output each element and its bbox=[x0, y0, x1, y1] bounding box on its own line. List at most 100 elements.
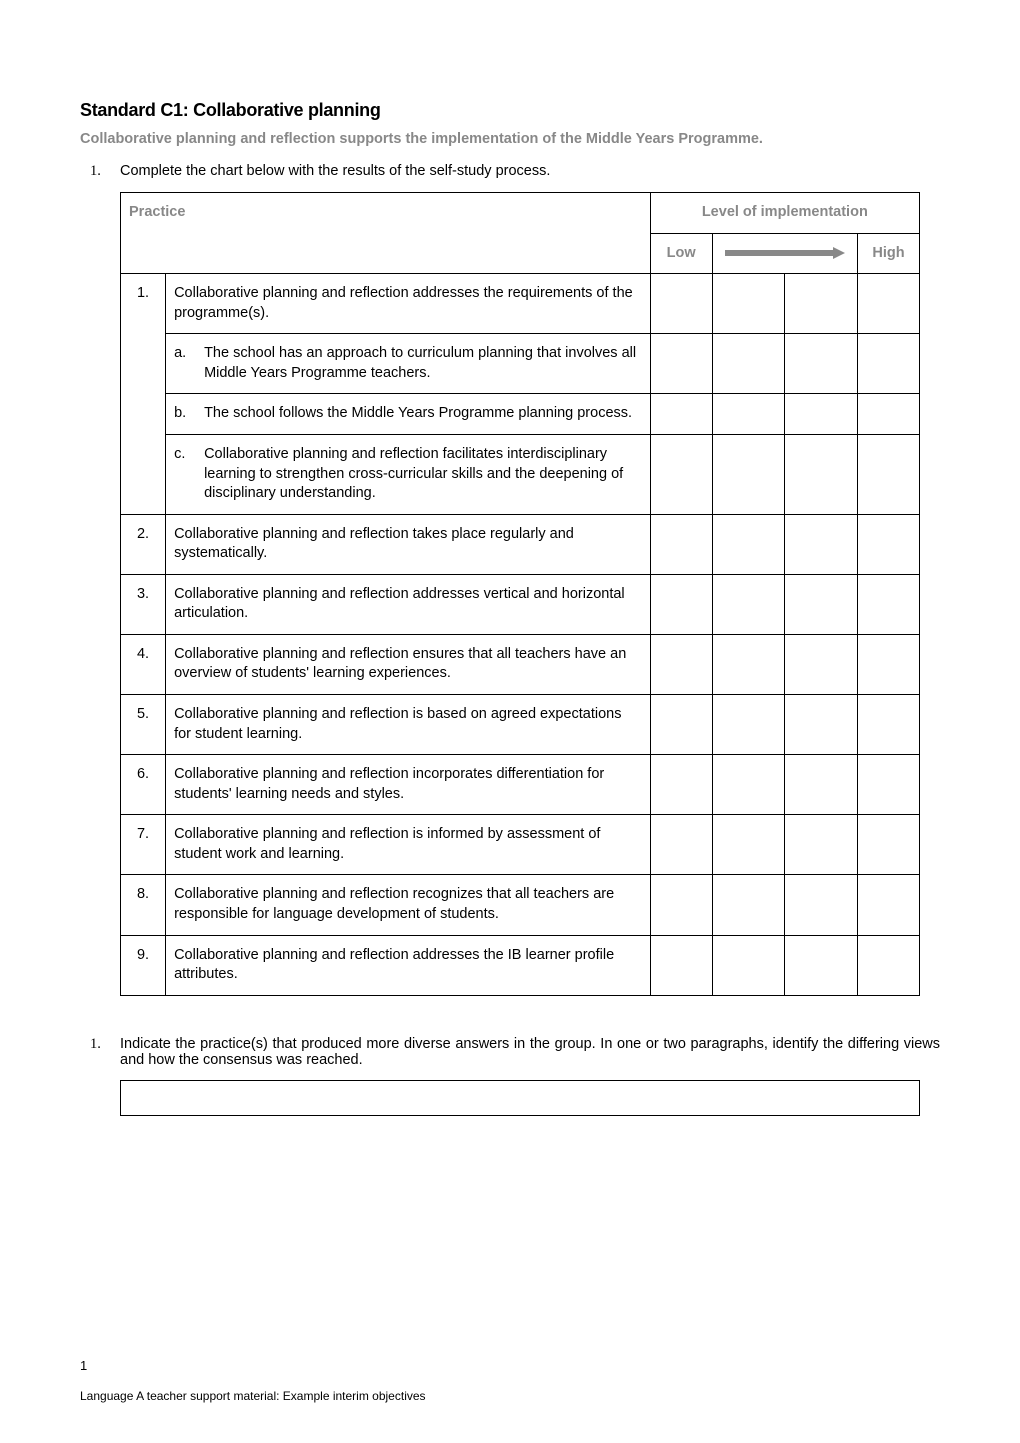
rating-cell[interactable] bbox=[650, 634, 712, 694]
page-number: 1 bbox=[80, 1358, 87, 1373]
row-number: 4. bbox=[121, 634, 166, 694]
rating-cell[interactable] bbox=[785, 434, 858, 514]
rating-cell[interactable] bbox=[857, 334, 919, 394]
rating-cell[interactable] bbox=[785, 695, 858, 755]
rating-cell[interactable] bbox=[712, 935, 785, 995]
table-row: 3. Collaborative planning and reflection… bbox=[121, 574, 920, 634]
row-number: 6. bbox=[121, 755, 166, 815]
rating-cell[interactable] bbox=[857, 274, 919, 334]
rating-cell[interactable] bbox=[650, 334, 712, 394]
header-level: Level of implementation bbox=[650, 193, 919, 234]
rating-cell[interactable] bbox=[857, 434, 919, 514]
row-practice: Collaborative planning and reflection en… bbox=[166, 634, 651, 694]
rating-cell[interactable] bbox=[712, 875, 785, 935]
row-number: 3. bbox=[121, 574, 166, 634]
rating-cell[interactable] bbox=[785, 274, 858, 334]
practice-table: Practice Level of implementation Low Hig… bbox=[120, 192, 920, 996]
rating-cell[interactable] bbox=[857, 815, 919, 875]
rating-cell[interactable] bbox=[785, 334, 858, 394]
rating-cell[interactable] bbox=[650, 755, 712, 815]
rating-cell[interactable] bbox=[712, 334, 785, 394]
rating-cell[interactable] bbox=[712, 574, 785, 634]
table-row: 9. Collaborative planning and reflection… bbox=[121, 935, 920, 995]
rating-cell[interactable] bbox=[712, 755, 785, 815]
row-practice: Collaborative planning and reflection re… bbox=[166, 875, 651, 935]
rating-cell[interactable] bbox=[650, 574, 712, 634]
sub-letter: c. bbox=[174, 445, 204, 504]
rating-cell[interactable] bbox=[857, 634, 919, 694]
rating-cell[interactable] bbox=[785, 574, 858, 634]
table-row: b. The school follows the Middle Years P… bbox=[121, 394, 920, 435]
rating-cell[interactable] bbox=[857, 514, 919, 574]
header-high: High bbox=[857, 233, 919, 274]
row-practice: Collaborative planning and reflection ad… bbox=[166, 935, 651, 995]
rating-cell[interactable] bbox=[785, 755, 858, 815]
table-header-row-1: Practice Level of implementation bbox=[121, 193, 920, 234]
row-number: 9. bbox=[121, 935, 166, 995]
instruction-1: 1. Complete the chart below with the res… bbox=[80, 163, 940, 180]
arrow-icon bbox=[725, 247, 845, 259]
row-practice: Collaborative planning and reflection is… bbox=[166, 815, 651, 875]
table-row: 5. Collaborative planning and reflection… bbox=[121, 695, 920, 755]
sub-text: Collaborative planning and reflection fa… bbox=[204, 445, 642, 504]
standard-heading: Standard C1: Collaborative planning bbox=[80, 100, 940, 121]
rating-cell[interactable] bbox=[857, 394, 919, 435]
header-low: Low bbox=[650, 233, 712, 274]
rating-cell[interactable] bbox=[857, 574, 919, 634]
rating-cell[interactable] bbox=[857, 875, 919, 935]
rating-cell[interactable] bbox=[785, 875, 858, 935]
table-row: 4. Collaborative planning and reflection… bbox=[121, 634, 920, 694]
sub-text: The school follows the Middle Years Prog… bbox=[204, 404, 642, 424]
rating-cell[interactable] bbox=[712, 695, 785, 755]
rating-cell[interactable] bbox=[857, 755, 919, 815]
rating-cell[interactable] bbox=[712, 514, 785, 574]
row-practice-sub: b. The school follows the Middle Years P… bbox=[166, 394, 651, 435]
standard-subheading: Collaborative planning and reflection su… bbox=[80, 131, 940, 147]
rating-cell[interactable] bbox=[650, 514, 712, 574]
row-number: 1. bbox=[121, 274, 166, 515]
rating-cell[interactable] bbox=[712, 434, 785, 514]
table-row: 7. Collaborative planning and reflection… bbox=[121, 815, 920, 875]
instruction-1-number: 1. bbox=[90, 163, 120, 180]
page-container: Standard C1: Collaborative planning Coll… bbox=[0, 0, 1020, 1443]
table-row: 1. Collaborative planning and reflection… bbox=[121, 274, 920, 334]
instruction-2-text: Indicate the practice(s) that produced m… bbox=[120, 1036, 940, 1068]
row-number: 8. bbox=[121, 875, 166, 935]
sub-letter: a. bbox=[174, 344, 204, 383]
rating-cell[interactable] bbox=[712, 634, 785, 694]
table-row: 2. Collaborative planning and reflection… bbox=[121, 514, 920, 574]
rating-cell[interactable] bbox=[650, 274, 712, 334]
rating-cell[interactable] bbox=[785, 514, 858, 574]
row-number: 5. bbox=[121, 695, 166, 755]
row-practice: Collaborative planning and reflection ad… bbox=[166, 574, 651, 634]
rating-cell[interactable] bbox=[857, 935, 919, 995]
rating-cell[interactable] bbox=[650, 935, 712, 995]
header-arrow-cell bbox=[712, 233, 857, 274]
rating-cell[interactable] bbox=[785, 394, 858, 435]
table-row: 6. Collaborative planning and reflection… bbox=[121, 755, 920, 815]
instruction-2-number: 1. bbox=[90, 1036, 120, 1068]
rating-cell[interactable] bbox=[650, 394, 712, 435]
rating-cell[interactable] bbox=[650, 815, 712, 875]
rating-cell[interactable] bbox=[785, 815, 858, 875]
sub-text: The school has an approach to curriculum… bbox=[204, 344, 642, 383]
rating-cell[interactable] bbox=[650, 434, 712, 514]
rating-cell[interactable] bbox=[650, 875, 712, 935]
rating-cell[interactable] bbox=[712, 394, 785, 435]
response-textbox[interactable] bbox=[120, 1080, 920, 1116]
row-practice-sub: a. The school has an approach to curricu… bbox=[166, 334, 651, 394]
header-practice: Practice bbox=[121, 193, 651, 274]
table-row: c. Collaborative planning and reflection… bbox=[121, 434, 920, 514]
rating-cell[interactable] bbox=[857, 695, 919, 755]
rating-cell[interactable] bbox=[785, 634, 858, 694]
rating-cell[interactable] bbox=[650, 695, 712, 755]
row-number: 2. bbox=[121, 514, 166, 574]
row-practice-sub: c. Collaborative planning and reflection… bbox=[166, 434, 651, 514]
row-practice: Collaborative planning and reflection is… bbox=[166, 695, 651, 755]
rating-cell[interactable] bbox=[712, 815, 785, 875]
rating-cell[interactable] bbox=[785, 935, 858, 995]
rating-cell[interactable] bbox=[712, 274, 785, 334]
table-row: a. The school has an approach to curricu… bbox=[121, 334, 920, 394]
row-practice: Collaborative planning and reflection ta… bbox=[166, 514, 651, 574]
instruction-2: 1. Indicate the practice(s) that produce… bbox=[80, 1036, 940, 1068]
